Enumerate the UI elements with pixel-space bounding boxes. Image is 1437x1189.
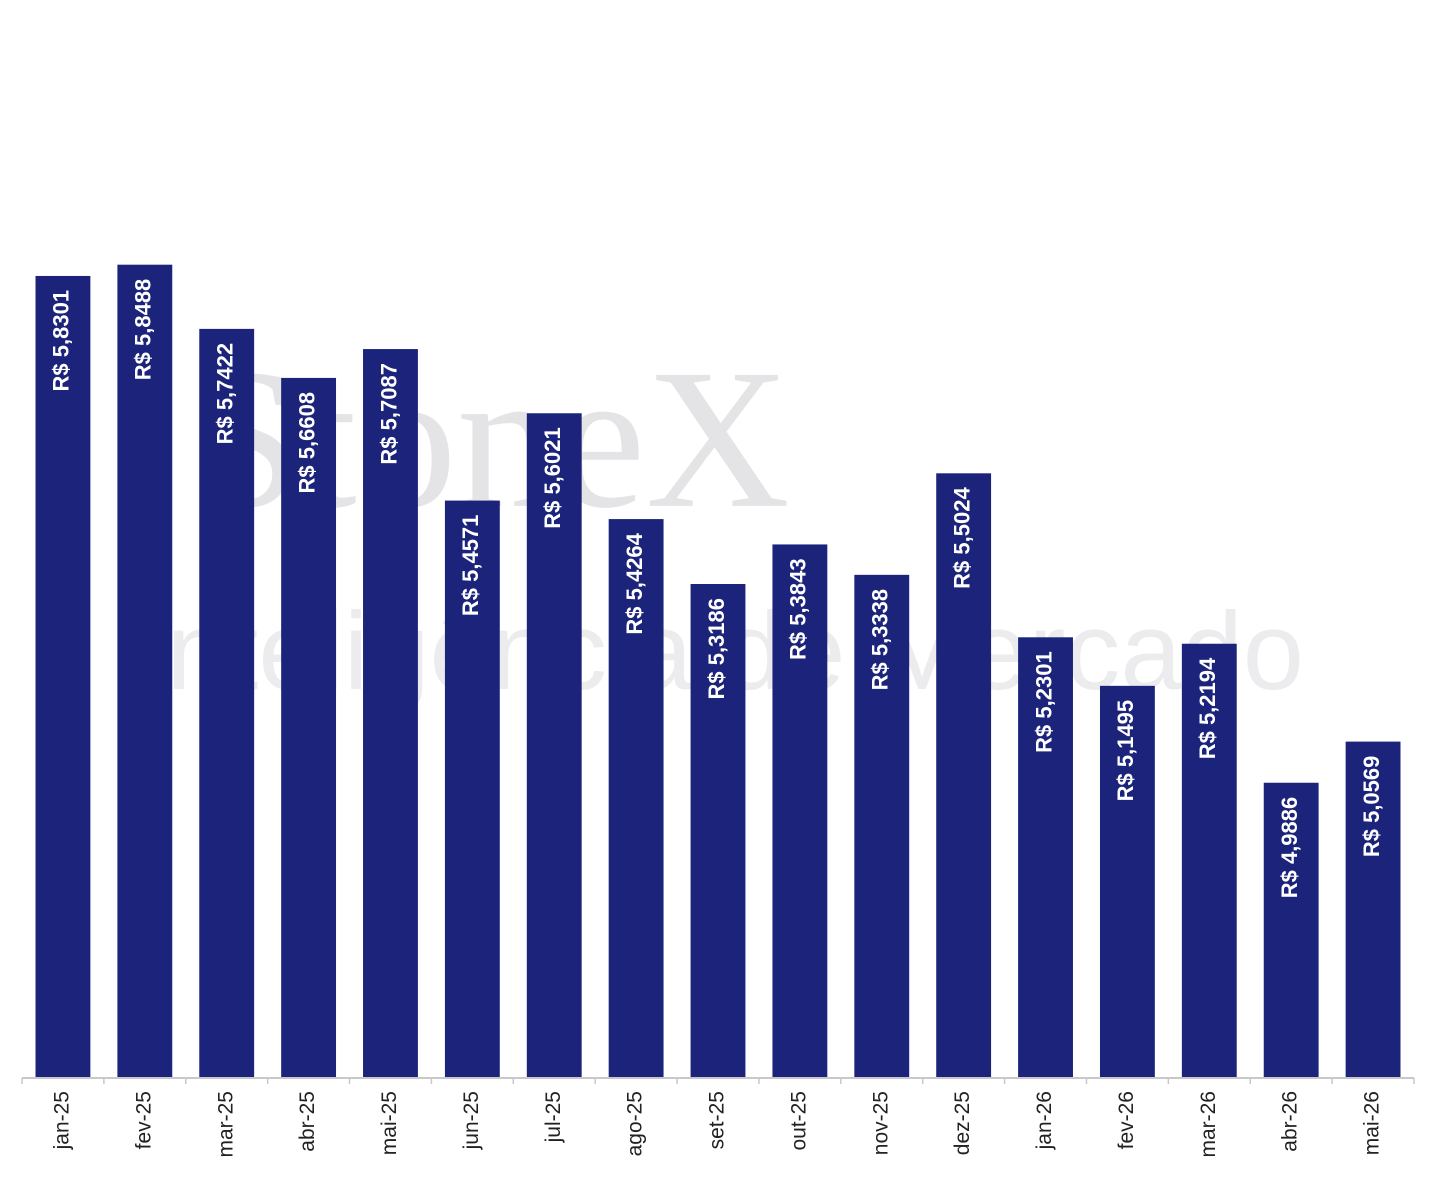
value-label: R$ 5,0569 xyxy=(1359,756,1384,858)
value-label: R$ 5,2301 xyxy=(1031,651,1056,753)
x-tick-label: out-25 xyxy=(787,1091,810,1151)
value-label: R$ 5,3843 xyxy=(786,558,811,660)
x-tick-label: mai-25 xyxy=(378,1091,401,1155)
bar xyxy=(117,264,173,1078)
bar xyxy=(363,349,418,1077)
value-label: R$ 5,5024 xyxy=(949,487,974,589)
x-tick-label: jan-26 xyxy=(1033,1091,1056,1150)
value-label: R$ 5,6608 xyxy=(294,392,319,494)
bar xyxy=(1263,782,1319,1077)
bar xyxy=(1181,643,1237,1077)
value-label: R$ 5,4571 xyxy=(458,515,483,617)
bar xyxy=(936,473,992,1078)
value-label: R$ 5,6021 xyxy=(540,427,565,529)
x-tick-label: mar-25 xyxy=(214,1091,237,1158)
value-label: R$ 5,3338 xyxy=(868,589,893,691)
x-tick-label: jul-25 xyxy=(542,1091,565,1143)
x-tick-label: set-25 xyxy=(706,1091,729,1149)
value-label: R$ 5,7422 xyxy=(213,343,238,445)
x-tick-label: ago-25 xyxy=(624,1091,647,1156)
bar xyxy=(526,413,582,1077)
x-tick-label: mai-26 xyxy=(1361,1091,1384,1155)
bar xyxy=(854,574,910,1077)
x-tick-label: jun-25 xyxy=(460,1091,483,1150)
value-label: R$ 5,2194 xyxy=(1195,657,1220,759)
value-label: R$ 5,1495 xyxy=(1113,700,1138,802)
value-label: R$ 5,3186 xyxy=(704,598,729,700)
bar xyxy=(772,544,828,1077)
value-label: R$ 5,8488 xyxy=(131,279,156,381)
bar xyxy=(199,328,255,1077)
x-tick-label: jan-25 xyxy=(50,1091,73,1150)
bar xyxy=(35,275,91,1077)
bar xyxy=(690,584,746,1077)
x-tick-label: fev-25 xyxy=(132,1091,155,1149)
bar xyxy=(1018,637,1073,1077)
bar xyxy=(444,500,500,1077)
bar xyxy=(281,377,337,1077)
bar xyxy=(1099,685,1155,1077)
value-label: R$ 5,7087 xyxy=(376,363,401,465)
value-label: R$ 5,8301 xyxy=(49,290,74,392)
bar xyxy=(1345,741,1401,1077)
x-tick-label: abr-25 xyxy=(296,1091,319,1152)
x-tick-label: nov-25 xyxy=(869,1091,892,1155)
x-tick-label: abr-26 xyxy=(1279,1091,1302,1152)
x-tick-label: dez-25 xyxy=(951,1091,974,1155)
bar xyxy=(608,519,664,1077)
value-label: R$ 4,9886 xyxy=(1277,797,1302,899)
x-tick-label: mar-26 xyxy=(1197,1091,1220,1158)
x-tick-label: fev-26 xyxy=(1115,1091,1138,1149)
value-label: R$ 5,4264 xyxy=(622,532,647,634)
